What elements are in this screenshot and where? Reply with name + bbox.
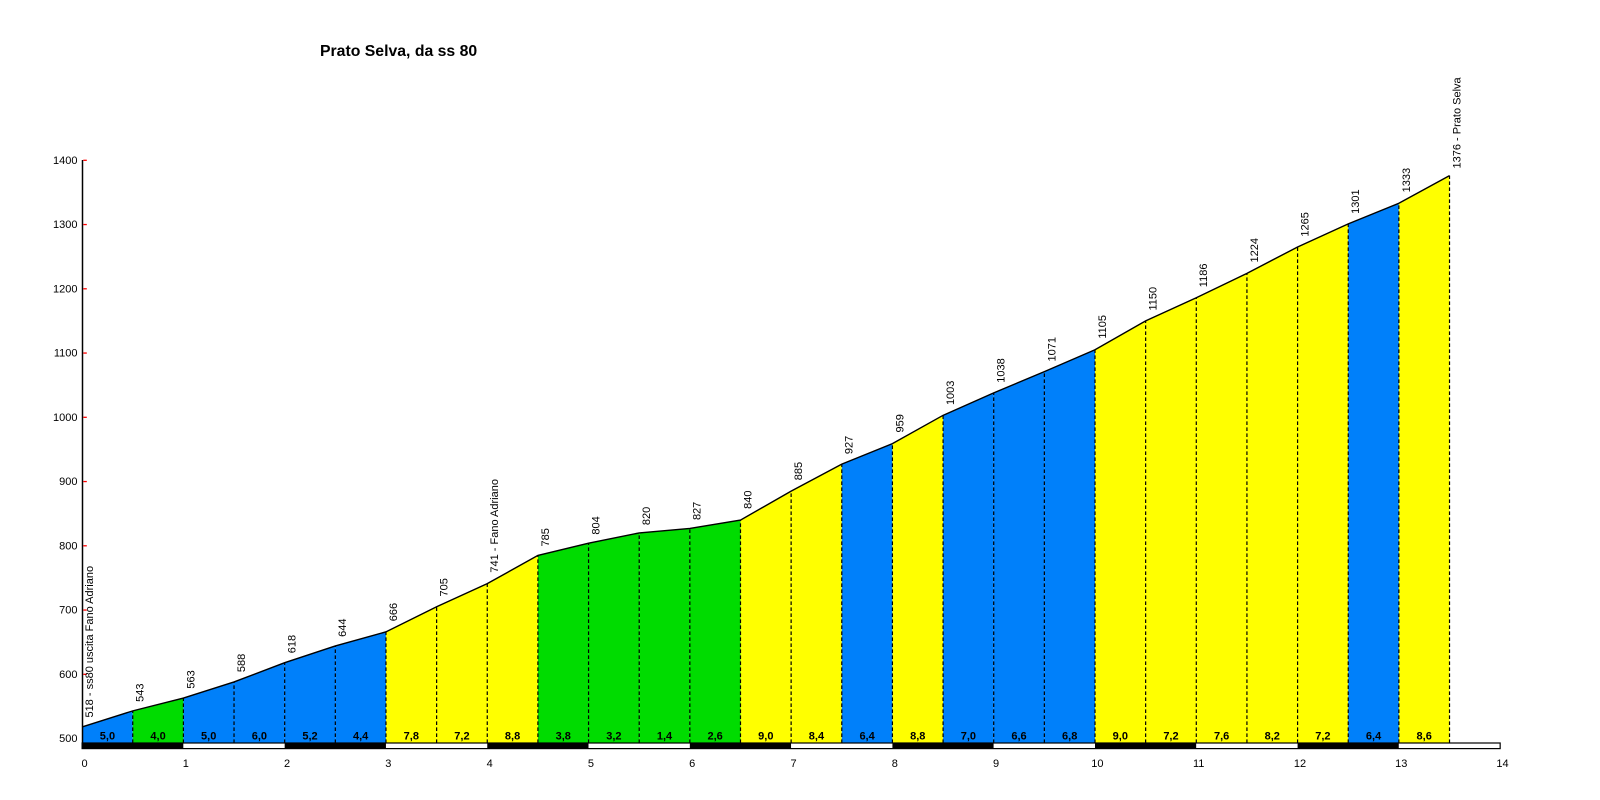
- svg-text:12: 12: [1294, 758, 1306, 770]
- svg-text:3,8: 3,8: [556, 731, 571, 743]
- svg-text:1000: 1000: [53, 412, 77, 424]
- svg-text:6,0: 6,0: [252, 731, 267, 743]
- svg-text:785: 785: [540, 528, 552, 546]
- svg-text:13: 13: [1395, 758, 1407, 770]
- svg-text:500: 500: [59, 733, 77, 745]
- svg-text:2,6: 2,6: [708, 731, 723, 743]
- svg-text:1003: 1003: [945, 381, 957, 405]
- svg-text:6,4: 6,4: [1366, 731, 1382, 743]
- svg-text:4,0: 4,0: [150, 731, 165, 743]
- svg-text:563: 563: [185, 670, 197, 688]
- svg-text:3: 3: [385, 758, 391, 770]
- svg-text:7,6: 7,6: [1214, 731, 1229, 743]
- svg-text:1333: 1333: [1401, 168, 1413, 192]
- svg-text:1150: 1150: [1148, 287, 1160, 311]
- svg-text:1200: 1200: [53, 283, 77, 295]
- svg-text:7,2: 7,2: [1315, 731, 1330, 743]
- svg-text:840: 840: [742, 491, 754, 509]
- svg-text:885: 885: [793, 462, 805, 480]
- svg-text:927: 927: [844, 436, 856, 454]
- svg-text:7: 7: [790, 758, 796, 770]
- svg-text:1400: 1400: [53, 155, 77, 167]
- svg-text:1071: 1071: [1046, 337, 1058, 361]
- svg-text:1100: 1100: [54, 348, 78, 360]
- svg-text:14: 14: [1496, 758, 1508, 770]
- svg-text:1301: 1301: [1350, 189, 1362, 213]
- svg-text:9: 9: [993, 758, 999, 770]
- svg-text:5,0: 5,0: [201, 731, 216, 743]
- svg-text:1: 1: [183, 758, 189, 770]
- svg-text:600: 600: [59, 669, 77, 681]
- svg-text:2: 2: [284, 758, 290, 770]
- svg-text:1224: 1224: [1249, 238, 1261, 262]
- svg-text:9,0: 9,0: [758, 731, 773, 743]
- svg-text:8,8: 8,8: [910, 731, 925, 743]
- svg-text:800: 800: [59, 540, 77, 552]
- svg-text:1038: 1038: [996, 358, 1008, 382]
- svg-text:5,2: 5,2: [302, 731, 317, 743]
- svg-text:9,0: 9,0: [1113, 731, 1128, 743]
- svg-text:7,8: 7,8: [404, 731, 419, 743]
- svg-text:666: 666: [388, 603, 400, 621]
- svg-text:543: 543: [135, 684, 147, 702]
- svg-text:11: 11: [1193, 758, 1204, 770]
- svg-text:820: 820: [641, 507, 653, 525]
- svg-text:8,2: 8,2: [1265, 731, 1280, 743]
- svg-text:1376 - Prato Selva: 1376 - Prato Selva: [1451, 76, 1463, 168]
- svg-text:1186: 1186: [1198, 264, 1210, 288]
- svg-text:705: 705: [439, 578, 451, 596]
- svg-text:588: 588: [236, 654, 248, 672]
- svg-text:10: 10: [1091, 758, 1103, 770]
- svg-text:5: 5: [588, 758, 594, 770]
- svg-text:741 - Fano Adriano: 741 - Fano Adriano: [489, 479, 501, 573]
- svg-text:8,8: 8,8: [505, 731, 520, 743]
- svg-text:1,4: 1,4: [657, 731, 673, 743]
- svg-text:700: 700: [59, 605, 77, 617]
- svg-text:959: 959: [894, 414, 906, 432]
- svg-text:8,4: 8,4: [809, 731, 825, 743]
- svg-text:1105: 1105: [1097, 315, 1109, 339]
- svg-text:1300: 1300: [53, 219, 77, 231]
- svg-text:7,2: 7,2: [454, 731, 469, 743]
- svg-text:8: 8: [892, 758, 898, 770]
- svg-text:Prato Selva, da ss 80: Prato Selva, da ss 80: [320, 43, 477, 60]
- svg-text:7,0: 7,0: [961, 731, 976, 743]
- svg-text:4,4: 4,4: [353, 731, 369, 743]
- svg-text:3,2: 3,2: [606, 731, 621, 743]
- svg-text:644: 644: [337, 618, 349, 636]
- svg-text:4: 4: [487, 758, 493, 770]
- svg-text:7,2: 7,2: [1163, 731, 1178, 743]
- svg-text:804: 804: [590, 516, 602, 534]
- svg-text:5,0: 5,0: [100, 731, 115, 743]
- svg-text:900: 900: [59, 476, 77, 488]
- svg-text:518 - ss80 uscita Fano Adriano: 518 - ss80 uscita Fano Adriano: [84, 566, 96, 718]
- svg-text:6,4: 6,4: [859, 731, 875, 743]
- svg-text:6,8: 6,8: [1062, 731, 1077, 743]
- svg-text:1265: 1265: [1299, 212, 1311, 236]
- svg-text:6: 6: [689, 758, 695, 770]
- svg-text:0: 0: [81, 758, 87, 770]
- svg-text:8,6: 8,6: [1417, 731, 1432, 743]
- svg-text:618: 618: [287, 635, 299, 653]
- svg-text:827: 827: [692, 502, 704, 520]
- svg-text:6,6: 6,6: [1011, 731, 1026, 743]
